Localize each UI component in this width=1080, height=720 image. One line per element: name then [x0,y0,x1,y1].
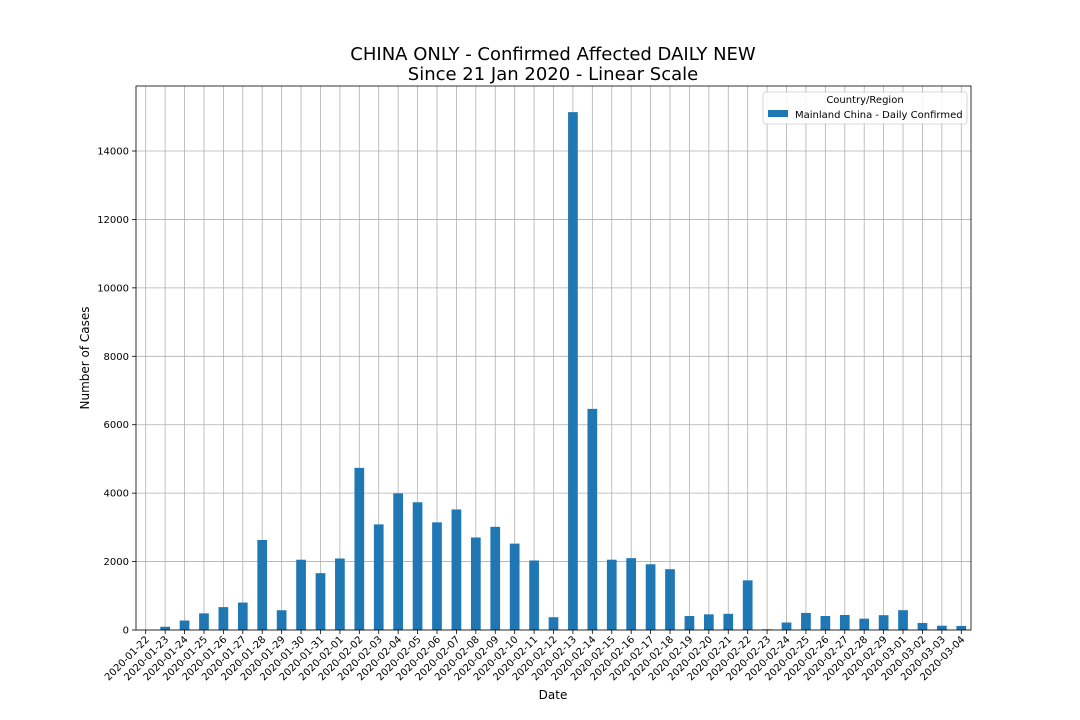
chart-subtitle: Since 21 Jan 2020 - Linear Scale [408,64,698,85]
bars-group [160,112,967,630]
legend-box [762,91,968,125]
bar [820,616,831,630]
bar [626,558,637,630]
bar [529,560,539,630]
bar [509,543,520,630]
bar [315,573,326,630]
legend: Country/Region Mainland China - Daily Co… [762,91,968,125]
bar [257,539,268,630]
y-tick-label: 12000 [97,215,129,226]
y-axis-ticks: 0 2000 4000 6000 8000 10000 12000 14000 [97,147,136,637]
bar [451,509,462,630]
bar [937,625,947,630]
bar [179,620,190,630]
bar [898,610,908,630]
bar [665,569,675,630]
y-tick-label: 8000 [104,352,129,363]
bar [276,610,287,630]
x-axis-ticks: 2020-01-222020-01-232020-01-242020-01-25… [103,630,967,683]
bar [490,526,501,630]
y-tick-label: 10000 [97,283,129,294]
bar [199,613,209,630]
bar [354,467,365,630]
bar [742,580,753,630]
bar [878,615,889,630]
bar [801,612,811,630]
legend-title: Country/Region [826,95,903,106]
legend-entry-label: Mainland China - Daily Confirmed [795,110,963,121]
y-axis-label: Number of Cases [78,306,92,409]
bar [568,112,578,630]
bar [859,618,870,630]
y-tick-label: 6000 [104,420,129,431]
bar [839,614,850,630]
bar [703,614,714,630]
bar [684,616,695,630]
bar [470,537,481,630]
bar [587,408,598,630]
y-tick-label: 14000 [97,147,129,158]
bar [296,559,306,630]
y-tick-label: 2000 [104,557,129,568]
y-tick-label: 4000 [104,489,129,500]
bar [373,524,384,630]
bar [781,622,792,630]
legend-swatch [768,110,788,117]
bar [606,559,617,630]
bar [218,607,229,630]
bar [393,493,404,630]
bar [237,602,248,630]
bar [160,626,170,630]
bar [956,625,967,630]
bar [548,617,559,630]
x-axis-label: Date [539,688,568,702]
bar [432,522,442,630]
bar [723,613,734,630]
bar [645,564,656,630]
bar [917,622,928,630]
y-tick-label: 0 [123,626,129,637]
chart-title: CHINA ONLY - Confirmed Affected DAILY NE… [350,44,756,65]
bar [335,558,345,630]
bar [412,502,423,630]
